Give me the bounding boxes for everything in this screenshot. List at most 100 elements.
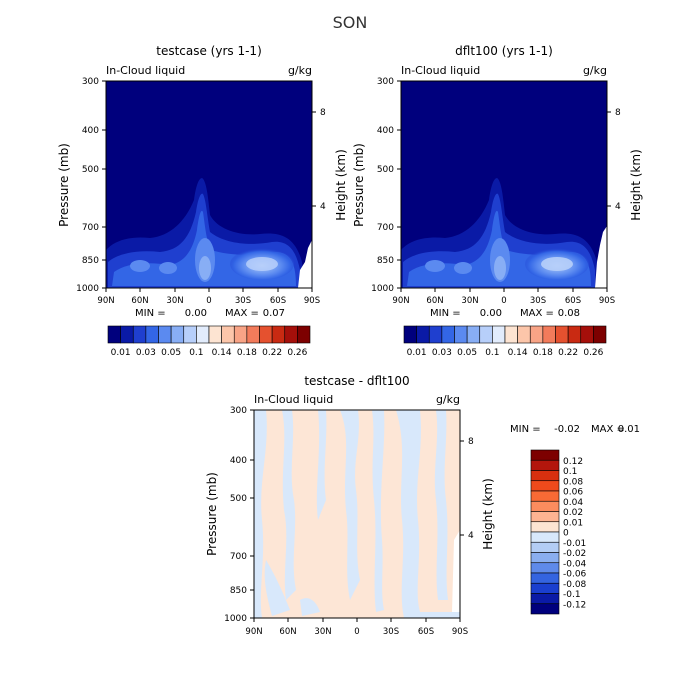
colorbar-swatch [441, 325, 455, 344]
y-tick-label: 1000 [76, 284, 99, 294]
colorbar-swatch [530, 582, 560, 594]
colorbar-swatch [284, 325, 298, 344]
min-label: MIN = [430, 308, 461, 319]
colorbar-swatch [542, 325, 556, 344]
colorbar-swatch [530, 541, 560, 553]
heatmap-field [401, 81, 607, 288]
y-tick-label: 400 [230, 456, 247, 466]
colorbar-swatch [530, 500, 560, 512]
colorbar-label: 0.18 [533, 348, 553, 358]
colorbar-label: -0.02 [563, 549, 586, 559]
colorbar-swatch [530, 593, 560, 605]
x-tick-label: 90N [245, 627, 262, 637]
colorbar-label: -0.04 [563, 559, 587, 569]
y-axis-label: Pressure (mb) [352, 143, 366, 227]
x-tick-label: 30S [235, 296, 251, 306]
y-right-tick-label: 4 [320, 202, 326, 212]
x-tick-label: 30S [530, 296, 546, 306]
colorbar: 0.01 0.03 0.05 0.1 0.14 0.18 0.22 0.26 [107, 325, 311, 358]
max-value: 0.07 [263, 308, 285, 319]
y-tick-label: 300 [230, 406, 247, 416]
y-tick-label: 700 [377, 223, 394, 233]
colorbar-swatch [208, 325, 222, 344]
y-axis-right: 8 4 Height (km) [312, 108, 348, 221]
colorbar-swatch [120, 325, 134, 344]
y-axis-left: 300 400 500 700 850 1000 Pressure (mb) [352, 77, 401, 294]
x-tick-label: 0 [354, 627, 359, 637]
colorbar-swatch [158, 325, 172, 344]
colorbar-swatch [530, 459, 560, 471]
x-axis: 90N 60N 30N 0 30S 60S 90S [97, 288, 320, 306]
x-tick-label: 60S [270, 296, 286, 306]
colorbar-swatch [403, 325, 417, 344]
units-label: g/kg [288, 64, 312, 77]
colorbar-swatch [259, 325, 273, 344]
panel-title: testcase (yrs 1-1) [156, 44, 262, 58]
colorbar-label: 0.05 [161, 348, 181, 358]
x-tick-label: 30N [461, 296, 478, 306]
field-label: In-Cloud liquid [106, 64, 185, 77]
colorbar-swatch [530, 603, 560, 615]
y-axis-left: 300 400 500 700 850 1000 Pressure (mb) [205, 406, 254, 624]
colorbar-swatch [517, 325, 531, 344]
colorbar-label: -0.06 [563, 570, 587, 580]
colorbar-label: 0.04 [563, 498, 583, 508]
colorbar-swatch [107, 325, 121, 344]
colorbar-label: 0.26 [583, 348, 603, 358]
panel-dflt100: dflt100 (yrs 1-1) In-Cloud liquid g/kg 3… [352, 44, 643, 358]
x-tick-label: 90N [97, 296, 114, 306]
colorbar-swatch [555, 325, 569, 344]
colorbar-label: -0.08 [563, 580, 587, 590]
x-tick-label: 60N [426, 296, 443, 306]
colorbar-swatch [530, 562, 560, 574]
colorbar-label: -0.01 [563, 539, 586, 549]
y-tick-label: 500 [230, 494, 247, 504]
colorbar-swatch [145, 325, 159, 344]
y-right-tick-label: 4 [468, 531, 474, 541]
x-tick-label: 60S [418, 627, 434, 637]
colorbar-swatch [454, 325, 468, 344]
colorbar-swatch [233, 325, 248, 344]
max-value: 0.08 [558, 308, 580, 319]
y-tick-label: 300 [82, 77, 99, 87]
x-tick-label: 90N [392, 296, 409, 306]
colorbar-label: 0.03 [136, 348, 156, 358]
y-right-tick-label: 4 [615, 202, 621, 212]
min-label: MIN = [135, 308, 166, 319]
y-right-tick-label: 8 [468, 437, 474, 447]
colorbar-swatch [196, 325, 210, 344]
colorbar-swatch [183, 325, 197, 344]
colorbar: 0.120.10.080.060.040.020.010-0.01-0.02-0… [530, 449, 587, 615]
x-tick-label: 60S [565, 296, 581, 306]
min-value: 0.00 [185, 308, 207, 319]
y-axis-left: 300 400 500 700 850 1000 Pressure (mb) [57, 77, 106, 294]
colorbar-swatch [504, 325, 518, 344]
min-max-readout: MIN = 0.00 MAX = 0.07 [135, 308, 285, 319]
colorbar-swatch [530, 480, 560, 492]
colorbar-swatch [593, 325, 607, 344]
y-tick-label: 500 [377, 165, 394, 175]
y-tick-label: 700 [82, 223, 99, 233]
x-tick-label: 30N [166, 296, 183, 306]
min-label: MIN = [510, 424, 541, 435]
colorbar-label: 0.1 [563, 467, 577, 477]
colorbar-label: 0.14 [508, 348, 528, 358]
y-tick-label: 500 [82, 165, 99, 175]
y-tick-label: 850 [82, 256, 99, 266]
heatmap-field [106, 81, 312, 288]
colorbar-swatch [271, 325, 286, 344]
colorbar-label: 0.01 [407, 348, 427, 358]
max-label: MAX = [225, 308, 259, 319]
colorbar-swatch [221, 325, 235, 344]
max-label: MAX = [520, 308, 554, 319]
colorbar-label: 0.1 [485, 348, 499, 358]
colorbar-label: 0.1 [189, 348, 203, 358]
colorbar-swatch [529, 325, 544, 344]
units-label: g/kg [583, 64, 607, 77]
colorbar-label: -0.12 [563, 600, 586, 610]
x-tick-label: 0 [501, 296, 506, 306]
colorbar-label: 0.06 [563, 488, 583, 498]
y-right-axis-label: Height (km) [629, 149, 643, 220]
colorbar-swatch [530, 511, 560, 523]
colorbar-swatch [580, 325, 594, 344]
